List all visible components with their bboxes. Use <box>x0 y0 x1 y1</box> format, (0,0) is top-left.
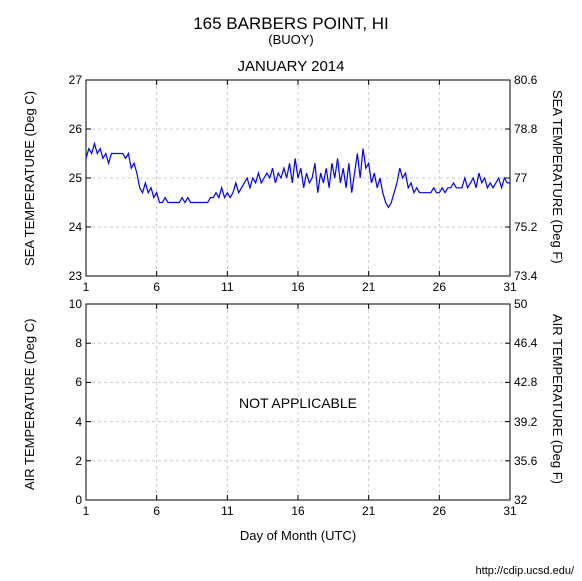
air-y-left-tick: 8 <box>46 336 82 350</box>
air-y-left-tick: 0 <box>46 493 82 507</box>
air-y-right-tick: 35.6 <box>514 454 554 468</box>
air-y-left-tick: 4 <box>46 415 82 429</box>
air-y-left-tick: 6 <box>46 375 82 389</box>
x-tick-label: 16 <box>283 280 313 294</box>
air-y-right-tick: 32 <box>514 493 554 507</box>
x-tick-label: 11 <box>212 280 242 294</box>
sea-y-left-tick: 26 <box>46 122 82 136</box>
air-y-right-tick: 46.4 <box>514 336 554 350</box>
not-applicable-text: NOT APPLICABLE <box>86 395 510 411</box>
sea-y-left-tick: 24 <box>46 220 82 234</box>
x-axis-label: Day of Month (UTC) <box>86 528 510 543</box>
sea-y-right-tick: 73.4 <box>514 269 554 283</box>
sea-y-right-tick: 78.8 <box>514 122 554 136</box>
air-y-right-tick: 39.2 <box>514 415 554 429</box>
air-y-left-tick: 10 <box>46 297 82 311</box>
sea-y-right-tick: 80.6 <box>514 73 554 87</box>
x-tick-label: 26 <box>424 504 454 518</box>
x-tick-label: 21 <box>354 504 384 518</box>
air-y-left-label: AIR TEMPERATURE (Deg C) <box>22 314 37 490</box>
sea-y-right-tick: 75.2 <box>514 220 554 234</box>
sea-y-left-tick: 23 <box>46 269 82 283</box>
air-y-left-tick: 2 <box>46 454 82 468</box>
sea-y-left-tick: 27 <box>46 73 82 87</box>
x-tick-label: 6 <box>142 280 172 294</box>
x-tick-label: 11 <box>212 504 242 518</box>
x-tick-label: 21 <box>354 280 384 294</box>
sea-y-right-tick: 77 <box>514 171 554 185</box>
source-url: http://cdip.ucsd.edu/ <box>476 565 574 577</box>
x-tick-label: 16 <box>283 504 313 518</box>
x-tick-label: 26 <box>424 280 454 294</box>
sea-y-left-tick: 25 <box>46 171 82 185</box>
air-y-right-tick: 50 <box>514 297 554 311</box>
air-y-right-tick: 42.8 <box>514 375 554 389</box>
x-tick-label: 6 <box>142 504 172 518</box>
